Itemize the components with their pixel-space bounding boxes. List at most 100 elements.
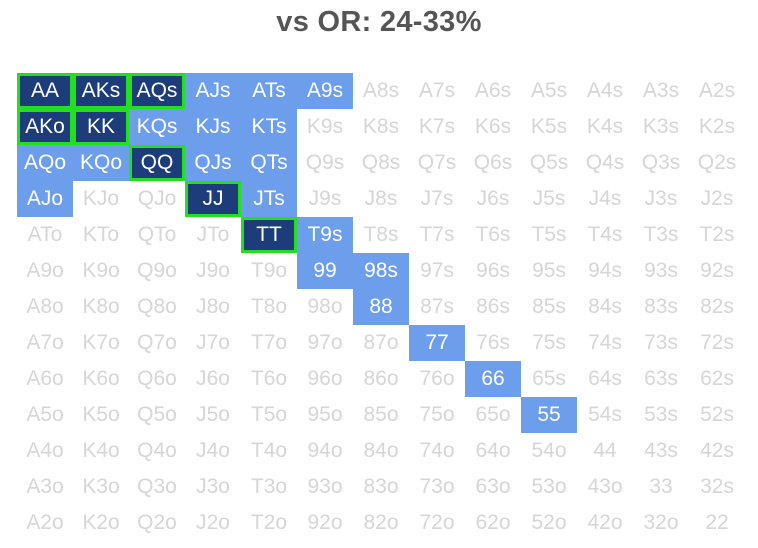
hand-cell-tt: TT bbox=[241, 217, 297, 253]
hand-cell-t2o: T2o bbox=[250, 511, 288, 534]
hand-cell-82o: 82o bbox=[363, 511, 399, 534]
hand-cell-j2s: J2s bbox=[700, 187, 734, 210]
hand-cell-t2s: T2s bbox=[699, 223, 735, 246]
hand-cell-q5s: Q5s bbox=[529, 151, 569, 174]
hand-cell-kk: KK bbox=[73, 109, 129, 145]
hand-cell-t6s: T6s bbox=[475, 223, 511, 246]
hand-cell-kjo: KJo bbox=[82, 187, 120, 210]
hand-cell-k6o: K6o bbox=[82, 367, 120, 390]
hand-cell-k7s: K7s bbox=[418, 115, 456, 138]
hand-cell-q8o: Q8o bbox=[137, 295, 177, 318]
hand-cell-qjs: QJs bbox=[185, 145, 241, 181]
hand-cell-53s: 53s bbox=[644, 403, 678, 426]
hand-cell-j3o: J3o bbox=[196, 475, 230, 498]
hand-cell-k2o: K2o bbox=[82, 511, 120, 534]
hand-cell-q6s: Q6s bbox=[473, 151, 513, 174]
hand-cell-87o: 87o bbox=[363, 331, 399, 354]
hand-cell-33: 33 bbox=[649, 475, 673, 498]
hand-cell-97o: 97o bbox=[307, 331, 343, 354]
hand-cell-22: 22 bbox=[705, 511, 729, 534]
hand-cell-a5s: A5s bbox=[530, 79, 568, 102]
hand-cell-72o: 72o bbox=[419, 511, 455, 534]
hand-cell-t7s: T7s bbox=[419, 223, 455, 246]
hand-cell-q4s: Q4s bbox=[585, 151, 625, 174]
hand-cell-83o: 83o bbox=[363, 475, 399, 498]
hand-cell-a9s: A9s bbox=[297, 73, 353, 109]
hand-cell-52s: 52s bbox=[700, 403, 734, 426]
hand-cell-86o: 86o bbox=[363, 367, 399, 390]
hand-cell-95s: 95s bbox=[532, 259, 566, 282]
hand-cell-85o: 85o bbox=[363, 403, 399, 426]
hand-cell-83s: 83s bbox=[644, 295, 678, 318]
hand-cell-jts: JTs bbox=[241, 181, 297, 217]
hand-cell-k7o: K7o bbox=[82, 331, 120, 354]
hand-cell-a7s: A7s bbox=[418, 79, 456, 102]
hand-cell-t8o: T8o bbox=[250, 295, 288, 318]
hand-cell-93o: 93o bbox=[307, 475, 343, 498]
hand-cell-q7o: Q7o bbox=[137, 331, 177, 354]
hand-cell-76o: 76o bbox=[419, 367, 455, 390]
hand-cell-64o: 64o bbox=[475, 439, 511, 462]
hand-cell-k4o: K4o bbox=[82, 439, 120, 462]
hand-cell-k9o: K9o bbox=[82, 259, 120, 282]
hand-cell-92s: 92s bbox=[700, 259, 734, 282]
hand-cell-qto: QTo bbox=[137, 223, 177, 246]
hand-cell-a3o: A3o bbox=[26, 475, 64, 498]
hand-cell-kts: KTs bbox=[241, 109, 297, 145]
hand-cell-a4o: A4o bbox=[26, 439, 64, 462]
hand-cell-k6s: K6s bbox=[474, 115, 512, 138]
hand-cell-j8o: J8o bbox=[196, 295, 230, 318]
hand-cell-53o: 53o bbox=[531, 475, 567, 498]
hand-cell-kjs: KJs bbox=[185, 109, 241, 145]
hand-cell-75o: 75o bbox=[419, 403, 455, 426]
hand-cell-ats: ATs bbox=[241, 73, 297, 109]
chart-title: vs OR: 24-33% bbox=[276, 6, 482, 38]
hand-cell-86s: 86s bbox=[476, 295, 510, 318]
hand-cell-k3s: K3s bbox=[642, 115, 680, 138]
hand-cell-65o: 65o bbox=[475, 403, 511, 426]
hand-cell-a8o: A8o bbox=[26, 295, 64, 318]
hand-cell-42o: 42o bbox=[587, 511, 623, 534]
hand-cell-jto: JTo bbox=[196, 223, 230, 246]
hand-cell-j2o: J2o bbox=[196, 511, 230, 534]
hand-cell-63s: 63s bbox=[644, 367, 678, 390]
hand-cell-66: 66 bbox=[465, 361, 521, 397]
hand-cell-q8s: Q8s bbox=[361, 151, 401, 174]
hand-cell-j9s: J9s bbox=[308, 187, 342, 210]
hand-cell-q9s: Q9s bbox=[305, 151, 345, 174]
hand-cell-82s: 82s bbox=[700, 295, 734, 318]
hand-cell-94s: 94s bbox=[588, 259, 622, 282]
hand-cell-74s: 74s bbox=[588, 331, 622, 354]
hand-cell-j4o: J4o bbox=[196, 439, 230, 462]
hand-cell-a6s: A6s bbox=[474, 79, 512, 102]
hand-cell-t7o: T7o bbox=[250, 331, 288, 354]
hand-cell-t3s: T3s bbox=[643, 223, 679, 246]
hand-cell-ajo: AJo bbox=[17, 181, 73, 217]
hand-cell-a3s: A3s bbox=[642, 79, 680, 102]
hand-cell-jj: JJ bbox=[185, 181, 241, 217]
hand-cell-kqs: KQs bbox=[129, 109, 185, 145]
hand-cell-qq: QQ bbox=[129, 145, 185, 181]
hand-cell-96o: 96o bbox=[307, 367, 343, 390]
hand-cell-a2o: A2o bbox=[26, 511, 64, 534]
hand-cell-a2s: A2s bbox=[698, 79, 736, 102]
hand-cell-54s: 54s bbox=[588, 403, 622, 426]
hand-cell-44: 44 bbox=[593, 439, 617, 462]
hand-cell-q2o: Q2o bbox=[137, 511, 177, 534]
hand-cell-aa: AA bbox=[17, 73, 73, 109]
hand-cell-65s: 65s bbox=[532, 367, 566, 390]
hand-cell-ajs: AJs bbox=[185, 73, 241, 109]
hand-cell-kqo: KQo bbox=[73, 145, 129, 181]
hand-cell-j7o: J7o bbox=[196, 331, 230, 354]
hand-cell-q6o: Q6o bbox=[137, 367, 177, 390]
hand-cell-kto: KTo bbox=[82, 223, 120, 246]
hand-cell-99: 99 bbox=[297, 253, 353, 289]
hand-cell-54o: 54o bbox=[531, 439, 567, 462]
hand-cell-q4o: Q4o bbox=[137, 439, 177, 462]
hand-cell-q3s: Q3s bbox=[641, 151, 681, 174]
hand-cell-73s: 73s bbox=[644, 331, 678, 354]
hand-cell-93s: 93s bbox=[644, 259, 678, 282]
hand-cell-k5o: K5o bbox=[82, 403, 120, 426]
hand-cell-q7s: Q7s bbox=[417, 151, 457, 174]
hand-cell-q2s: Q2s bbox=[697, 151, 737, 174]
